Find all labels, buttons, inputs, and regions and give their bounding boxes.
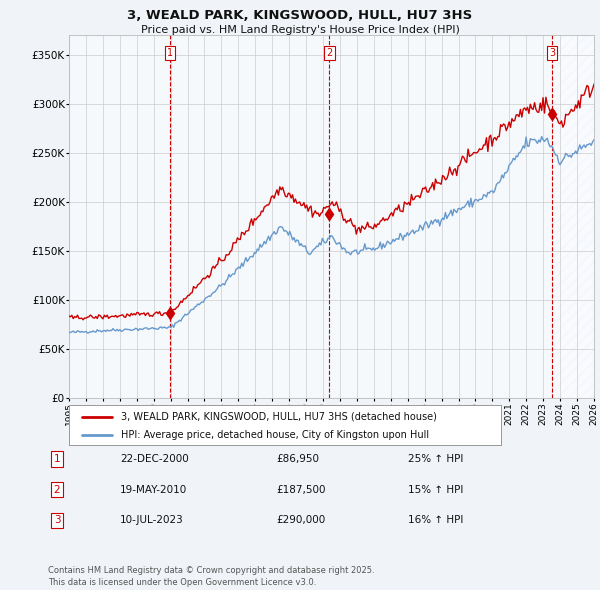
Text: 1: 1 (167, 48, 173, 58)
Text: 2: 2 (53, 485, 61, 494)
Text: £86,950: £86,950 (276, 454, 319, 464)
Text: Contains HM Land Registry data © Crown copyright and database right 2025.
This d: Contains HM Land Registry data © Crown c… (48, 566, 374, 587)
Text: 3, WEALD PARK, KINGSWOOD, HULL, HU7 3HS (detached house): 3, WEALD PARK, KINGSWOOD, HULL, HU7 3HS … (121, 412, 437, 422)
Text: 16% ↑ HPI: 16% ↑ HPI (408, 516, 463, 525)
Text: £290,000: £290,000 (276, 516, 325, 525)
Bar (170, 35, 329, 398)
Text: HPI: Average price, detached house, City of Kingston upon Hull: HPI: Average price, detached house, City… (121, 431, 429, 440)
Bar (69, 35, 170, 398)
Text: 10-JUL-2023: 10-JUL-2023 (120, 516, 184, 525)
Text: 3, WEALD PARK, KINGSWOOD, HULL, HU7 3HS: 3, WEALD PARK, KINGSWOOD, HULL, HU7 3HS (127, 9, 473, 22)
Text: 2: 2 (326, 48, 332, 58)
Text: £187,500: £187,500 (276, 485, 325, 494)
Text: Price paid vs. HM Land Registry's House Price Index (HPI): Price paid vs. HM Land Registry's House … (140, 25, 460, 35)
Text: 25% ↑ HPI: 25% ↑ HPI (408, 454, 463, 464)
Text: 19-MAY-2010: 19-MAY-2010 (120, 485, 187, 494)
Text: 22-DEC-2000: 22-DEC-2000 (120, 454, 189, 464)
Bar (552, 35, 594, 398)
Text: 3: 3 (53, 516, 61, 525)
Bar (329, 35, 552, 398)
Text: 3: 3 (549, 48, 555, 58)
Text: 1: 1 (53, 454, 61, 464)
Text: 15% ↑ HPI: 15% ↑ HPI (408, 485, 463, 494)
